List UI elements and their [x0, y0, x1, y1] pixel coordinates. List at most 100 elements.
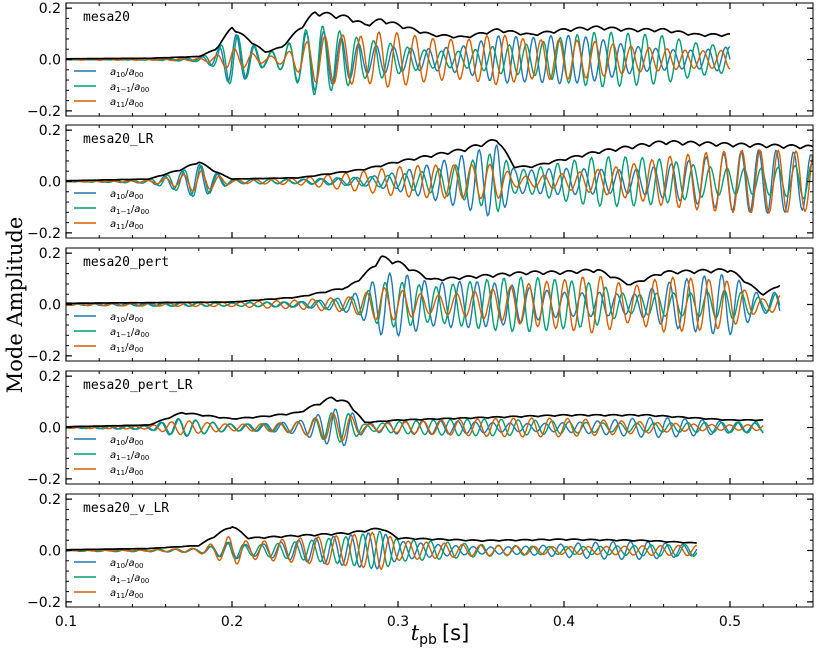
- y-tick-label: 0.2: [39, 492, 61, 508]
- legend-sub: 10: [116, 439, 125, 447]
- legend-var2: a: [128, 588, 134, 599]
- legend-sep: /: [125, 219, 129, 230]
- legend-sep: /: [131, 327, 135, 338]
- legend-sub: 1−1: [116, 331, 131, 339]
- y-tick-label: 0.2: [39, 369, 61, 385]
- series-total-amplitude-line: [66, 11, 731, 60]
- legend-var2: a: [128, 189, 134, 200]
- series-a1m1-over-a00-line: [66, 153, 813, 213]
- legend-var2: a: [128, 219, 134, 230]
- series-a11-over-a00-line: [66, 31, 731, 88]
- y-tick-label: 0.2: [39, 123, 61, 139]
- legend-var: a: [110, 450, 116, 461]
- legend-sep: /: [125, 435, 129, 446]
- legend-label-a1m1: a1−1/a00: [110, 204, 149, 216]
- series-a11-over-a00-line: [66, 413, 764, 442]
- legend-var: a: [110, 327, 116, 338]
- panel-series-group: [66, 526, 698, 570]
- legend-sub2: 00: [140, 577, 149, 585]
- legend-var: a: [110, 204, 116, 215]
- series-total-amplitude-line: [66, 255, 781, 305]
- legend-var2: a: [128, 312, 134, 323]
- panel-mesa20_pert: −0.20.00.2mesa20_perta10/a00a1−1/a00a11/…: [27, 246, 814, 365]
- panel-series-group: [66, 11, 731, 96]
- legend-sep: /: [125, 67, 129, 78]
- legend-sub: 1−1: [116, 86, 131, 94]
- legend-sub2: 00: [135, 562, 144, 570]
- legend-sub: 1−1: [116, 208, 131, 216]
- legend-var2: a: [128, 342, 134, 353]
- y-tick-label: 0.0: [39, 175, 61, 191]
- legend-sep: /: [125, 312, 129, 323]
- legend-var: a: [110, 219, 116, 230]
- legend-sep: /: [131, 82, 135, 93]
- legend-label-a11: a11/a00: [110, 465, 144, 477]
- legend-label-a1m1: a1−1/a00: [110, 573, 149, 585]
- series-a10-over-a00-line: [66, 144, 813, 217]
- legend-sub: 10: [116, 71, 125, 79]
- legend-sub2: 00: [135, 223, 144, 231]
- x-tick-label: 0.2: [221, 614, 243, 630]
- series-total-amplitude-line: [66, 526, 697, 551]
- panel-title: mesa20: [83, 10, 130, 25]
- legend-sub2: 00: [135, 193, 144, 201]
- y-tick-label: −0.2: [27, 349, 61, 365]
- y-tick-label: −0.2: [27, 595, 61, 611]
- legend-label-a11: a11/a00: [110, 342, 144, 354]
- legend-sep: /: [125, 588, 129, 599]
- y-tick-label: −0.2: [27, 226, 61, 242]
- legend-sub2: 00: [140, 331, 149, 339]
- legend-var: a: [110, 558, 116, 569]
- panel-series-group: [66, 139, 813, 217]
- legend-var2: a: [134, 82, 140, 93]
- x-axis-label: tpb [s]: [411, 621, 470, 648]
- legend-sub2: 00: [135, 316, 144, 324]
- legend-sep: /: [131, 204, 135, 215]
- panel-title: mesa20_LR: [83, 132, 154, 147]
- legend-sub: 1−1: [116, 454, 131, 462]
- legend-sub: 11: [116, 469, 125, 477]
- legend-sub2: 00: [135, 101, 144, 109]
- legend-label-a10: a10/a00: [110, 189, 144, 201]
- series-a10-over-a00-line: [66, 272, 781, 337]
- legend-var2: a: [134, 450, 140, 461]
- legend-sub2: 00: [135, 592, 144, 600]
- legend-sub2: 00: [140, 86, 149, 94]
- panel-title: mesa20_pert_LR: [83, 378, 193, 393]
- legend-sub: 1−1: [116, 577, 131, 585]
- legend-var2: a: [134, 204, 140, 215]
- y-tick-label: 0.2: [39, 246, 61, 262]
- legend-sub2: 00: [140, 454, 149, 462]
- series-a1m1-over-a00-line: [66, 530, 698, 570]
- series-a11-over-a00-line: [66, 531, 697, 570]
- legend-sub: 11: [116, 592, 125, 600]
- legend-sep: /: [131, 573, 135, 584]
- legend-sub: 11: [116, 101, 125, 109]
- panel-title: mesa20_pert: [83, 255, 169, 270]
- legend-sep: /: [125, 189, 129, 200]
- legend-sep: /: [125, 465, 129, 476]
- series-total-amplitude-line: [66, 396, 764, 428]
- legend-var: a: [110, 82, 116, 93]
- legend-var2: a: [128, 558, 134, 569]
- panel-mesa20_LR: −0.20.00.2mesa20_LRa10/a00a1−1/a00a11/a0…: [27, 123, 814, 242]
- legend-sub2: 00: [140, 208, 149, 216]
- legend-var: a: [110, 465, 116, 476]
- legend-label-a1m1: a1−1/a00: [110, 450, 149, 462]
- legend-sep: /: [125, 97, 129, 108]
- legend-var2: a: [128, 465, 134, 476]
- y-tick-label: 0.0: [39, 544, 61, 560]
- legend-var: a: [110, 312, 116, 323]
- legend-var: a: [110, 435, 116, 446]
- y-tick-label: −0.2: [27, 472, 61, 488]
- series-a11-over-a00-line: [66, 149, 813, 214]
- legend-sub2: 00: [135, 71, 144, 79]
- legend-var: a: [110, 573, 116, 584]
- y-tick-label: −0.2: [27, 104, 61, 120]
- panel-title: mesa20_v_LR: [83, 501, 169, 516]
- legend-label-a10: a10/a00: [110, 558, 144, 570]
- series-a1m1-over-a00-line: [66, 25, 731, 96]
- panel-mesa20_pert_LR: −0.20.00.2mesa20_pert_LRa10/a00a1−1/a00a…: [27, 369, 814, 488]
